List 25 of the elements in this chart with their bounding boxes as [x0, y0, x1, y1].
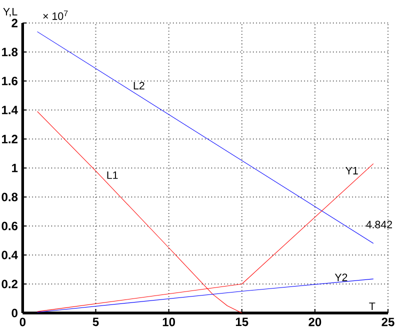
- x-tick-label: 20: [308, 318, 322, 326]
- y-axis-title: Y,L: [3, 8, 18, 17]
- y-tick-label: 1.8: [2, 48, 18, 56]
- x-tick-label: 0: [20, 318, 26, 326]
- y-tick-label: 0: [12, 308, 18, 318]
- y-tick-label: 1.2: [2, 134, 18, 144]
- annotation: 4.842: [366, 220, 392, 228]
- y-tick-label: 0.8: [2, 192, 18, 202]
- text: × 10$^{7}$: [43, 10, 68, 20]
- y-tick-label: 0.2: [2, 280, 18, 288]
- series-label: L1: [107, 171, 118, 179]
- x-tick-label: 15: [236, 318, 248, 326]
- y-tick-label: 1.6: [2, 76, 18, 86]
- y-tick-label: 2: [12, 18, 18, 28]
- y-tick-label: 1: [12, 164, 18, 172]
- y-tick-label: 0.6: [2, 222, 18, 230]
- x-tick-label: 5: [92, 318, 99, 326]
- y-tick-label: 1.4: [2, 106, 18, 114]
- series-label: Y2: [334, 274, 348, 282]
- series-label: L2: [134, 82, 144, 90]
- series-label: Y1: [346, 166, 358, 174]
- x-tick-label: 10: [162, 318, 175, 326]
- y-tick-label: 0.4: [2, 250, 18, 260]
- x-tick-label: 25: [382, 318, 394, 326]
- x-axis-title: T: [369, 302, 376, 310]
